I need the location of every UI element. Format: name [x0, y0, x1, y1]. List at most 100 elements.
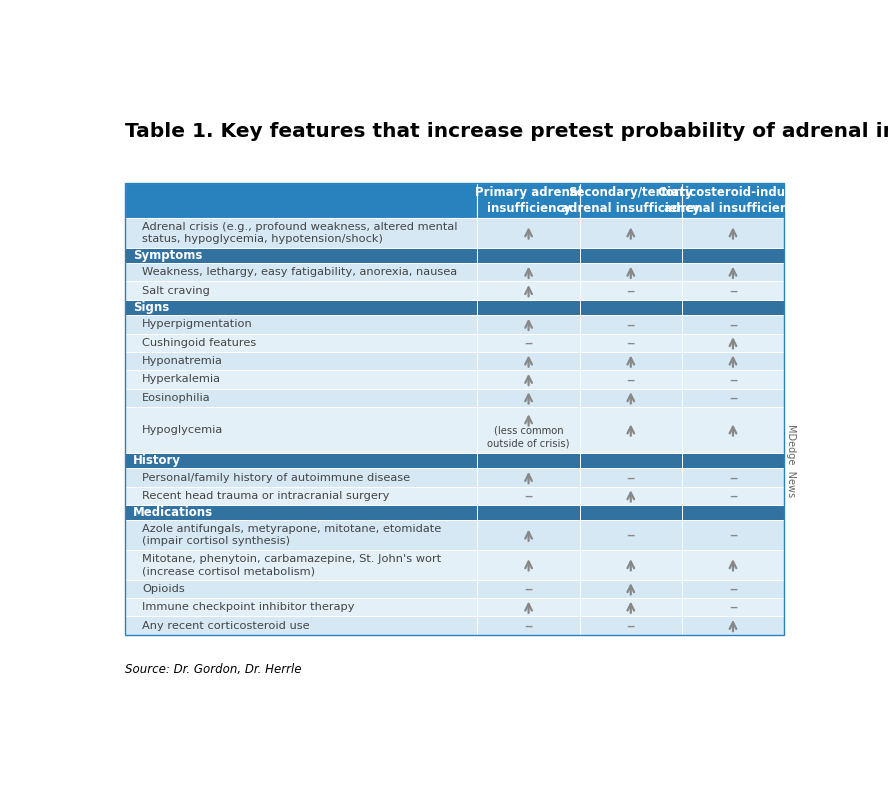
Text: –: – [729, 371, 737, 389]
Text: Hyperkalemia: Hyperkalemia [142, 375, 221, 384]
Bar [124, 550, 478, 580]
Bar [478, 468, 580, 487]
Bar [478, 598, 580, 616]
Bar [682, 550, 784, 580]
Text: Azole antifungals, metyrapone, mitotane, etomidate
(impair cortisol synthesis): Azole antifungals, metyrapone, mitotane,… [142, 524, 441, 546]
Text: –: – [627, 371, 635, 389]
Bar [124, 371, 478, 389]
Bar [478, 580, 580, 598]
Bar [478, 352, 580, 371]
Text: History: History [133, 454, 181, 467]
Bar [478, 453, 580, 468]
Bar [478, 505, 580, 520]
Bar [580, 389, 682, 407]
Text: –: – [627, 333, 635, 352]
Text: –: – [729, 315, 737, 333]
Bar [478, 389, 580, 407]
Bar [682, 281, 784, 300]
Bar [124, 468, 478, 487]
Text: –: – [729, 598, 737, 616]
Text: –: – [627, 526, 635, 544]
Bar [124, 263, 478, 281]
Bar [478, 550, 580, 580]
Bar [124, 505, 478, 520]
Text: –: – [729, 580, 737, 598]
Text: –: – [729, 526, 737, 544]
Bar [124, 487, 478, 505]
Text: –: – [525, 616, 533, 634]
Text: –: – [525, 487, 533, 505]
Bar [682, 248, 784, 263]
Bar [682, 315, 784, 333]
Text: –: – [627, 315, 635, 333]
Text: Medications: Medications [133, 506, 213, 520]
Text: Hyperpigmentation: Hyperpigmentation [142, 319, 253, 329]
Text: –: – [729, 487, 737, 505]
Bar [580, 281, 682, 300]
Bar [682, 352, 784, 371]
Text: –: – [525, 333, 533, 352]
Bar [580, 453, 682, 468]
Bar [478, 184, 580, 218]
Text: Salt craving: Salt craving [142, 286, 210, 295]
Text: –: – [729, 469, 737, 486]
Text: –: – [627, 616, 635, 634]
Text: –: – [627, 469, 635, 486]
Text: Cushingoid features: Cushingoid features [142, 337, 257, 348]
Text: (less common
outside of crisis): (less common outside of crisis) [488, 425, 570, 448]
Bar [580, 598, 682, 616]
Bar [124, 453, 478, 468]
Bar [478, 371, 580, 389]
Text: Secondary/tertiary
adrenal insufficiency: Secondary/tertiary adrenal insufficiency [561, 186, 701, 215]
Bar [478, 218, 580, 248]
Bar [682, 333, 784, 352]
Bar [682, 300, 784, 315]
Text: Corticosteroid-induced
adrenal insufficiency: Corticosteroid-induced adrenal insuffici… [657, 186, 809, 215]
Text: Any recent corticosteroid use: Any recent corticosteroid use [142, 621, 310, 630]
Bar [580, 248, 682, 263]
Bar [580, 315, 682, 333]
Bar [682, 520, 784, 550]
Bar [124, 352, 478, 371]
Bar [682, 580, 784, 598]
Bar [124, 184, 784, 634]
Bar [124, 218, 478, 248]
Text: Weakness, lethargy, easy fatigability, anorexia, nausea: Weakness, lethargy, easy fatigability, a… [142, 267, 457, 277]
Bar [682, 487, 784, 505]
Bar [478, 487, 580, 505]
Bar [478, 520, 580, 550]
Bar [682, 505, 784, 520]
Bar [478, 315, 580, 333]
Bar [682, 468, 784, 487]
Bar [124, 248, 478, 263]
Bar [124, 315, 478, 333]
Bar [124, 520, 478, 550]
Bar [682, 389, 784, 407]
Text: Primary adrenal
insufficiency: Primary adrenal insufficiency [475, 186, 582, 215]
Bar [580, 184, 682, 218]
Bar [580, 580, 682, 598]
Text: Eosinophilia: Eosinophilia [142, 393, 210, 403]
Bar [580, 520, 682, 550]
Bar [682, 371, 784, 389]
Text: Table 1. Key features that increase pretest probability of adrenal insufficiency: Table 1. Key features that increase pret… [124, 123, 888, 142]
Text: Hypoglycemia: Hypoglycemia [142, 425, 223, 435]
Bar [580, 505, 682, 520]
Bar [580, 218, 682, 248]
Bar [682, 184, 784, 218]
Bar [478, 248, 580, 263]
Bar [478, 407, 580, 453]
Bar [124, 407, 478, 453]
Text: –: – [525, 580, 533, 598]
Bar [682, 453, 784, 468]
Bar [580, 487, 682, 505]
Text: Immune checkpoint inhibitor therapy: Immune checkpoint inhibitor therapy [142, 602, 354, 612]
Bar [124, 616, 478, 634]
Bar [124, 580, 478, 598]
Bar [580, 300, 682, 315]
Text: Adrenal crisis (e.g., profound weakness, altered mental
status, hypoglycemia, hy: Adrenal crisis (e.g., profound weakness,… [142, 222, 457, 244]
Text: Hyponatremia: Hyponatremia [142, 356, 223, 366]
Bar [580, 371, 682, 389]
Bar [124, 598, 478, 616]
Bar [124, 184, 478, 218]
